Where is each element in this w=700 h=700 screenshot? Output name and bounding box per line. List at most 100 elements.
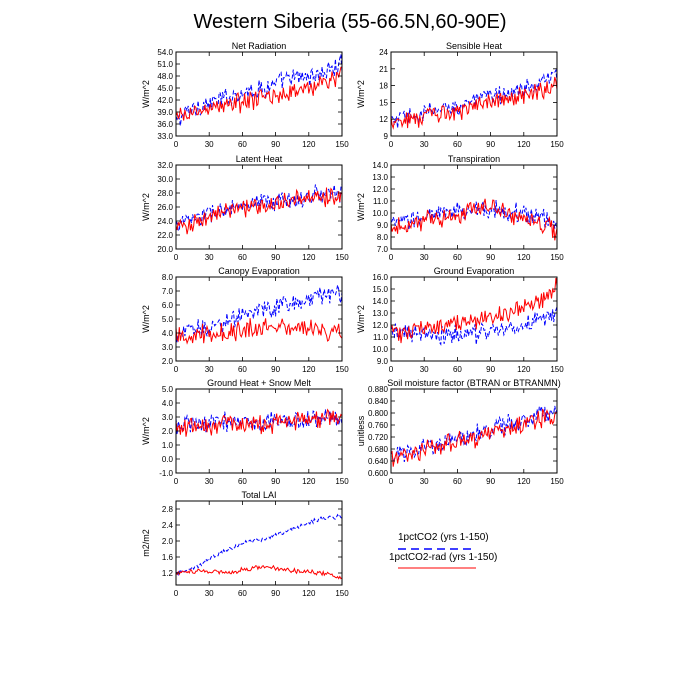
x-tick-label: 0 [389, 477, 394, 486]
y-axis-label: W/m^2 [356, 193, 366, 221]
x-tick-label: 60 [238, 589, 247, 598]
x-tick-label: 30 [420, 140, 429, 149]
x-tick-label: 60 [238, 365, 247, 374]
series-line-1pctco2-rad [176, 318, 342, 345]
chart-title: Net Radiation [232, 41, 287, 51]
series-line-1pctco2 [391, 68, 557, 129]
chart-title: Ground Evaporation [434, 266, 515, 276]
series-line-1pctco2-rad [176, 187, 342, 235]
y-tick-label: 12.0 [372, 185, 388, 194]
series-line-1pctco2 [176, 284, 342, 343]
x-tick-label: 0 [389, 365, 394, 374]
y-tick-label: 8.0 [377, 233, 389, 242]
y-tick-label: 5.0 [162, 385, 174, 394]
x-tick-label: 90 [271, 140, 280, 149]
x-tick-label: 90 [486, 140, 495, 149]
x-tick-label: 0 [174, 140, 179, 149]
chart-panel: Net Radiation W/m^2 0 30 60 90 120 150 33.0 36.0 3… [141, 41, 349, 149]
chart-title: Transpiration [448, 154, 500, 164]
y-tick-label: 14.0 [372, 297, 388, 306]
x-tick-label: 90 [271, 365, 280, 374]
x-tick-label: 150 [550, 253, 564, 262]
x-tick-label: 30 [420, 477, 429, 486]
x-tick-label: 150 [335, 477, 349, 486]
y-tick-label: 3.0 [162, 343, 174, 352]
x-tick-label: 0 [389, 140, 394, 149]
y-tick-label: 9.0 [377, 221, 389, 230]
y-tick-label: 4.0 [162, 399, 174, 408]
y-tick-label: 48.0 [157, 72, 173, 81]
y-tick-label: 20.0 [157, 245, 173, 254]
series-line-1pctco2 [176, 54, 342, 126]
y-tick-label: 22.0 [157, 231, 173, 240]
x-tick-label: 0 [174, 589, 179, 598]
x-tick-label: 150 [335, 140, 349, 149]
y-tick-label: 0.720 [368, 433, 389, 442]
series-line-1pctco2-rad [391, 408, 557, 467]
y-tick-label: 15 [379, 98, 388, 107]
y-tick-label: 13.0 [372, 309, 388, 318]
chart-panel: Total LAI m2/m2 0 30 60 90 120 150 1.2 1.6 2.0 2.4 2… [141, 490, 349, 598]
legend-label: 1pctCO2 (yrs 1-150) [398, 532, 489, 543]
chart-title: Sensible Heat [446, 41, 503, 51]
y-tick-label: 33.0 [157, 132, 173, 141]
y-tick-label: 51.0 [157, 60, 173, 69]
plot-frame [175, 276, 343, 362]
x-tick-label: 120 [517, 365, 531, 374]
y-tick-label: 16.0 [372, 273, 388, 282]
y-tick-label: 7.0 [162, 287, 174, 296]
y-axis-label: W/m^2 [356, 80, 366, 108]
x-tick-label: 120 [517, 477, 531, 486]
y-tick-label: 0.840 [368, 397, 389, 406]
chart-title: Latent Heat [236, 154, 283, 164]
series-line-1pctco2-rad [176, 408, 342, 437]
x-tick-label: 150 [550, 365, 564, 374]
x-tick-label: 90 [486, 253, 495, 262]
y-axis-label: W/m^2 [141, 193, 151, 221]
chart-panel: Latent Heat W/m^2 0 30 60 90 120 150 20.0 22.0 24.… [141, 154, 349, 262]
x-tick-label: 60 [453, 365, 462, 374]
chart-title: Canopy Evaporation [218, 266, 300, 276]
x-tick-label: 30 [205, 477, 214, 486]
y-tick-label: 3.0 [162, 413, 174, 422]
y-tick-label: 8.0 [162, 273, 174, 282]
series-line-1pctco2 [391, 199, 557, 231]
y-tick-label: 14.0 [372, 161, 388, 170]
y-tick-label: -1.0 [159, 469, 173, 478]
x-tick-label: 90 [271, 477, 280, 486]
x-tick-label: 150 [335, 365, 349, 374]
y-tick-label: 21 [379, 65, 388, 74]
y-tick-label: 2.0 [162, 537, 174, 546]
y-tick-label: 10.0 [372, 345, 388, 354]
legend-label: 1pctCO2-rad (yrs 1-150) [389, 552, 497, 563]
figure-title: Western Siberia (55-66.5N,60-90E) [193, 11, 506, 33]
y-tick-label: 24 [379, 48, 388, 57]
x-tick-label: 90 [486, 477, 495, 486]
chart-panel: Ground Heat + Snow Melt W/m^2 0 30 60 90 120 15… [141, 378, 349, 486]
x-tick-label: 150 [550, 140, 564, 149]
y-tick-label: 0.680 [368, 445, 389, 454]
x-tick-label: 0 [389, 253, 394, 262]
plot-frame [390, 51, 558, 137]
chart-panel: Canopy Evaporation W/m^2 0 30 60 90 120 150 2.0 3… [141, 266, 349, 374]
y-tick-label: 45.0 [157, 84, 173, 93]
chart-title: Total LAI [241, 490, 276, 500]
y-axis-label: W/m^2 [141, 80, 151, 108]
x-tick-label: 120 [302, 589, 316, 598]
x-tick-label: 0 [174, 365, 179, 374]
x-tick-label: 60 [453, 477, 462, 486]
y-tick-label: 2.4 [162, 521, 174, 530]
y-tick-label: 36.0 [157, 120, 173, 129]
x-tick-label: 30 [205, 589, 214, 598]
chart-title: Soil moisture factor (BTRAN or BTRANMN) [387, 378, 561, 388]
y-tick-label: 15.0 [372, 285, 388, 294]
x-tick-label: 150 [335, 589, 349, 598]
y-tick-label: 24.0 [157, 217, 173, 226]
chart-panel: Sensible Heat W/m^2 0 30 60 90 120 150 9 12 15 18 21… [356, 41, 564, 149]
y-tick-label: 4.0 [162, 329, 174, 338]
x-tick-label: 120 [302, 140, 316, 149]
x-tick-label: 120 [302, 477, 316, 486]
y-axis-label: W/m^2 [141, 417, 151, 445]
series-line-1pctco2-rad [391, 278, 557, 344]
